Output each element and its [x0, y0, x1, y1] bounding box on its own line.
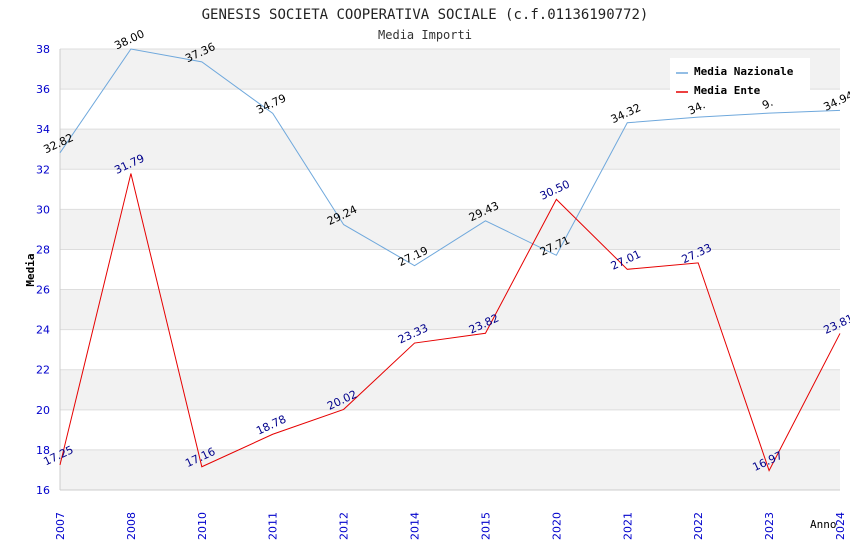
x-axis-label: Anno: [810, 518, 837, 531]
series-lines: [59, 48, 841, 472]
grid-band: [60, 289, 840, 330]
chart-title: GENESIS SOCIETA COOPERATIVA SOCIALE (c.f…: [202, 7, 649, 23]
grid-band: [60, 129, 840, 170]
y-axis-label: Media: [24, 253, 37, 286]
grid-lines: [60, 48, 840, 491]
y-tick-label: 28: [36, 243, 50, 256]
y-tick-label: 24: [36, 324, 50, 337]
data-label: 34.79: [254, 92, 288, 117]
data-label: 30.50: [538, 178, 572, 203]
legend-label-nazionale: Media Nazionale: [694, 65, 794, 78]
x-tick-label: 2007: [54, 512, 67, 540]
y-tick-label: 20: [36, 404, 50, 417]
y-tick-label: 38: [36, 43, 50, 56]
x-tick-label: 2014: [409, 512, 422, 540]
legend-background: [670, 58, 810, 100]
x-tick-label: 2008: [125, 512, 138, 540]
y-tick-label: 32: [36, 163, 50, 176]
grid-band: [60, 449, 840, 490]
x-tick-label: 2010: [196, 512, 209, 540]
data-label: 18.78: [254, 413, 288, 438]
data-label: 27.01: [609, 248, 643, 273]
x-tick-label: 2015: [479, 512, 492, 540]
y-tick-label: 26: [36, 284, 50, 297]
y-tick-label: 18: [36, 444, 50, 457]
data-label: 34.94: [821, 89, 850, 114]
x-tick-label: 2023: [763, 512, 776, 540]
x-tick-label: 2021: [621, 512, 634, 540]
y-tick-label: 16: [36, 484, 50, 497]
data-label: 34.: [686, 98, 707, 117]
grid-bands: [60, 49, 840, 490]
series-line-0: [59, 48, 841, 267]
grid-band: [60, 369, 840, 410]
x-tick-label: 2024: [834, 512, 847, 540]
x-tick-label: 2011: [267, 512, 280, 540]
y-tick-label: 22: [36, 364, 50, 377]
x-tick-label: 2012: [338, 512, 351, 540]
legend: Media Nazionale Media Ente: [670, 58, 810, 100]
x-tick-label: 2022: [692, 512, 705, 540]
x-tick-label: 2020: [550, 512, 563, 540]
y-tick-label: 30: [36, 203, 50, 216]
y-tick-label: 34: [36, 123, 50, 136]
y-tick-labels: 16 18 20 22 24 26 28 30 32 34 36 38: [36, 43, 50, 497]
y-tick-label: 36: [36, 83, 50, 96]
legend-label-ente: Media Ente: [694, 84, 761, 97]
chart-subtitle: Media Importi: [378, 28, 472, 42]
series-line-1: [59, 173, 841, 472]
x-tick-labels: 2007 2008 2010 2011 2012 2014 2015 2020 2021 2022…: [54, 512, 847, 540]
